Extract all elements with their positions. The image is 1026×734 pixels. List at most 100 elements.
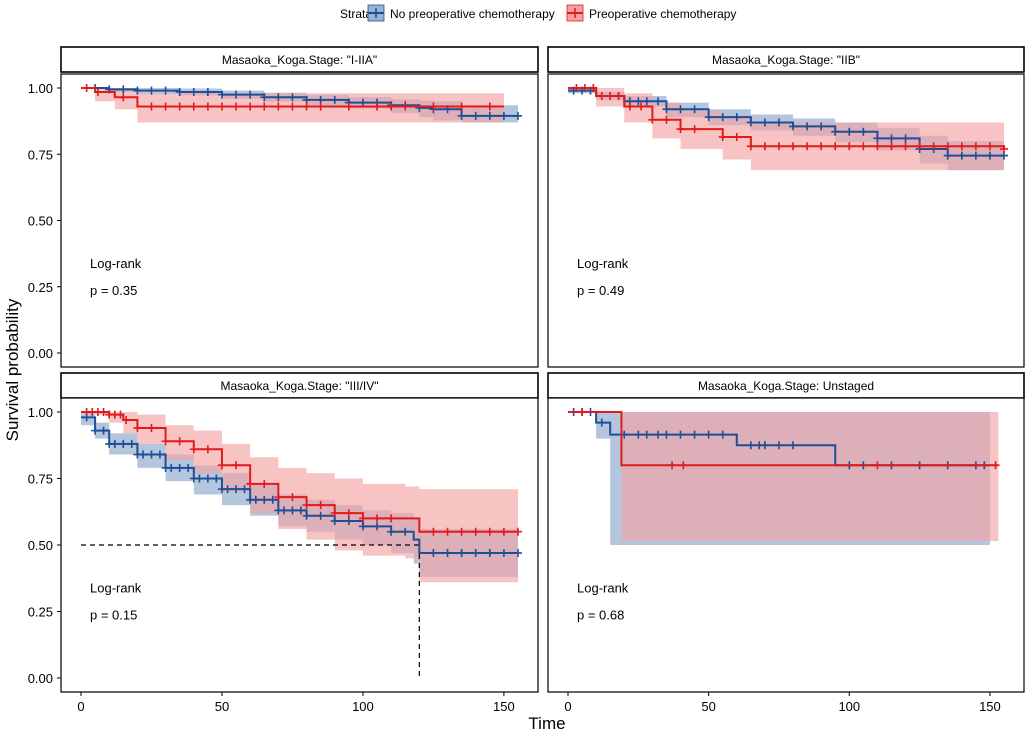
- censor-mark-chemo: [147, 423, 156, 432]
- censor-mark-no-chemo: [732, 113, 741, 122]
- panel-stage-iib: Masaoka_Koga.Stage: "IIB" Log-rank p = 0.4…: [547, 46, 1025, 368]
- censor-mark-no-chemo: [401, 527, 410, 536]
- censor-mark-no-chemo: [957, 151, 966, 160]
- censor-mark-no-chemo: [127, 439, 136, 448]
- y-tick-label: 0.25: [28, 280, 53, 295]
- censor-mark-no-chemo: [358, 98, 367, 107]
- censor-mark-no-chemo: [457, 111, 466, 120]
- y-tick-label: 0.00: [28, 346, 53, 361]
- censor-mark-chemo: [614, 91, 623, 100]
- x-tick-label: 150: [493, 699, 515, 714]
- y-tick-label: 0.75: [28, 472, 53, 487]
- censor-mark-no-chemo: [189, 87, 198, 96]
- censor-mark-chemo: [690, 125, 699, 134]
- censor-mark-no-chemo: [774, 441, 783, 450]
- censor-mark-chemo: [443, 527, 452, 536]
- y-axis-title: Survival probability: [3, 298, 22, 441]
- y-axis-ticks-top: 0.00 0.25 0.50 0.75 1.00: [28, 81, 53, 361]
- censor-mark-chemo: [499, 527, 508, 536]
- censor-mark-no-chemo: [147, 86, 156, 95]
- y-tick-label: 0.25: [28, 605, 53, 620]
- censor-mark-chemo: [746, 142, 755, 151]
- survival-curve-no-chemo: [568, 411, 990, 467]
- censor-mark-chemo: [648, 115, 657, 124]
- panel-title: Masaoka_Koga.Stage: "IIB": [712, 53, 860, 67]
- y-tick-label: 0.75: [28, 147, 53, 162]
- panel-stage-i-iia: Masaoka_Koga.Stage: "I-IIA" Log-rank p = 0…: [57, 46, 539, 368]
- censor-mark-no-chemo: [279, 506, 288, 515]
- x-tick-label: 0: [77, 699, 84, 714]
- censor-mark-no-chemo: [330, 95, 339, 104]
- censor-mark-no-chemo: [704, 430, 713, 439]
- censor-mark-chemo: [302, 102, 311, 111]
- censor-mark-chemo: [873, 142, 882, 151]
- legend-title: Strata: [340, 7, 372, 21]
- censor-mark-no-chemo: [704, 113, 713, 122]
- censor-mark-no-chemo: [429, 548, 438, 557]
- y-tick-label: 0.50: [28, 214, 53, 229]
- logrank-label: Log-rank: [577, 256, 629, 271]
- censor-mark-chemo: [831, 142, 840, 151]
- panel-strip: [60, 372, 539, 399]
- panel-stage-iii-iv: Masaoka_Koga.Stage: "III/IV" Log-rank p = …: [57, 372, 539, 696]
- x-tick-label: 150: [979, 699, 1001, 714]
- censor-mark-chemo: [578, 408, 587, 416]
- y-tick-label: 0.50: [28, 538, 53, 553]
- censor-mark-no-chemo: [274, 93, 283, 102]
- censor-mark-chemo: [147, 102, 156, 111]
- panel-title: Masaoka_Koga.Stage: Unstaged: [698, 379, 874, 393]
- censor-mark-no-chemo: [373, 522, 382, 531]
- censor-mark-no-chemo: [330, 517, 339, 526]
- censor-mark-chemo: [589, 84, 598, 92]
- censor-mark-no-chemo: [147, 450, 156, 459]
- censor-mark-no-chemo: [203, 87, 212, 96]
- censor-mark-chemo: [316, 501, 325, 510]
- censor-mark-no-chemo: [499, 111, 508, 120]
- censor-mark-chemo: [957, 142, 966, 151]
- censor-mark-no-chemo: [845, 127, 854, 136]
- censor-mark-no-chemo: [873, 134, 882, 143]
- censor-mark-chemo: [457, 527, 466, 536]
- logrank-label: Log-rank: [90, 581, 142, 596]
- censor-mark-no-chemo: [358, 522, 367, 531]
- censor-mark-chemo: [373, 102, 382, 111]
- censor-mark-no-chemo: [831, 127, 840, 136]
- censor-mark-no-chemo: [203, 474, 212, 483]
- censor-mark-no-chemo: [901, 134, 910, 143]
- censor-mark-chemo: [789, 142, 798, 151]
- censor-mark-chemo: [246, 102, 255, 111]
- censor-mark-no-chemo: [642, 430, 651, 439]
- panel-stage-unstaged: Masaoka_Koga.Stage: Unstaged Log-rank p = …: [547, 372, 1025, 696]
- y-axis-ticks-bottom: 0.00 0.25 0.50 0.75 1.00: [28, 405, 53, 686]
- censor-mark-chemo: [189, 445, 198, 454]
- censor-mark-no-chemo: [485, 111, 494, 120]
- censor-mark-chemo: [915, 142, 924, 151]
- y-tick-label: 0.00: [28, 671, 53, 686]
- x-tick-label: 50: [701, 699, 715, 714]
- censor-mark-no-chemo: [634, 430, 643, 439]
- censor-mark-no-chemo: [859, 127, 868, 136]
- censor-mark-no-chemo: [184, 463, 193, 472]
- censor-mark-no-chemo: [260, 93, 269, 102]
- censor-mark-no-chemo: [296, 506, 305, 515]
- censor-mark-chemo: [99, 408, 108, 416]
- censor-mark-chemo: [161, 437, 170, 446]
- censor-mark-no-chemo: [119, 439, 128, 448]
- censor-mark-no-chemo: [302, 511, 311, 520]
- censor-mark-no-chemo: [499, 548, 508, 557]
- logrank-label: Log-rank: [90, 256, 142, 271]
- confidence-band-chemo: [568, 412, 999, 542]
- censor-mark-chemo: [668, 461, 677, 470]
- censor-mark-chemo: [232, 102, 241, 111]
- censor-mark-chemo: [203, 102, 212, 111]
- censor-mark-chemo: [274, 493, 283, 502]
- censor-mark-chemo: [246, 479, 255, 488]
- censor-mark-no-chemo: [514, 548, 522, 557]
- censor-mark-no-chemo: [662, 430, 671, 439]
- censor-mark-chemo: [344, 102, 353, 111]
- censor-mark-no-chemo: [240, 485, 249, 494]
- censor-mark-no-chemo: [803, 122, 812, 131]
- censor-mark-chemo: [606, 91, 615, 100]
- censor-mark-chemo: [217, 461, 226, 470]
